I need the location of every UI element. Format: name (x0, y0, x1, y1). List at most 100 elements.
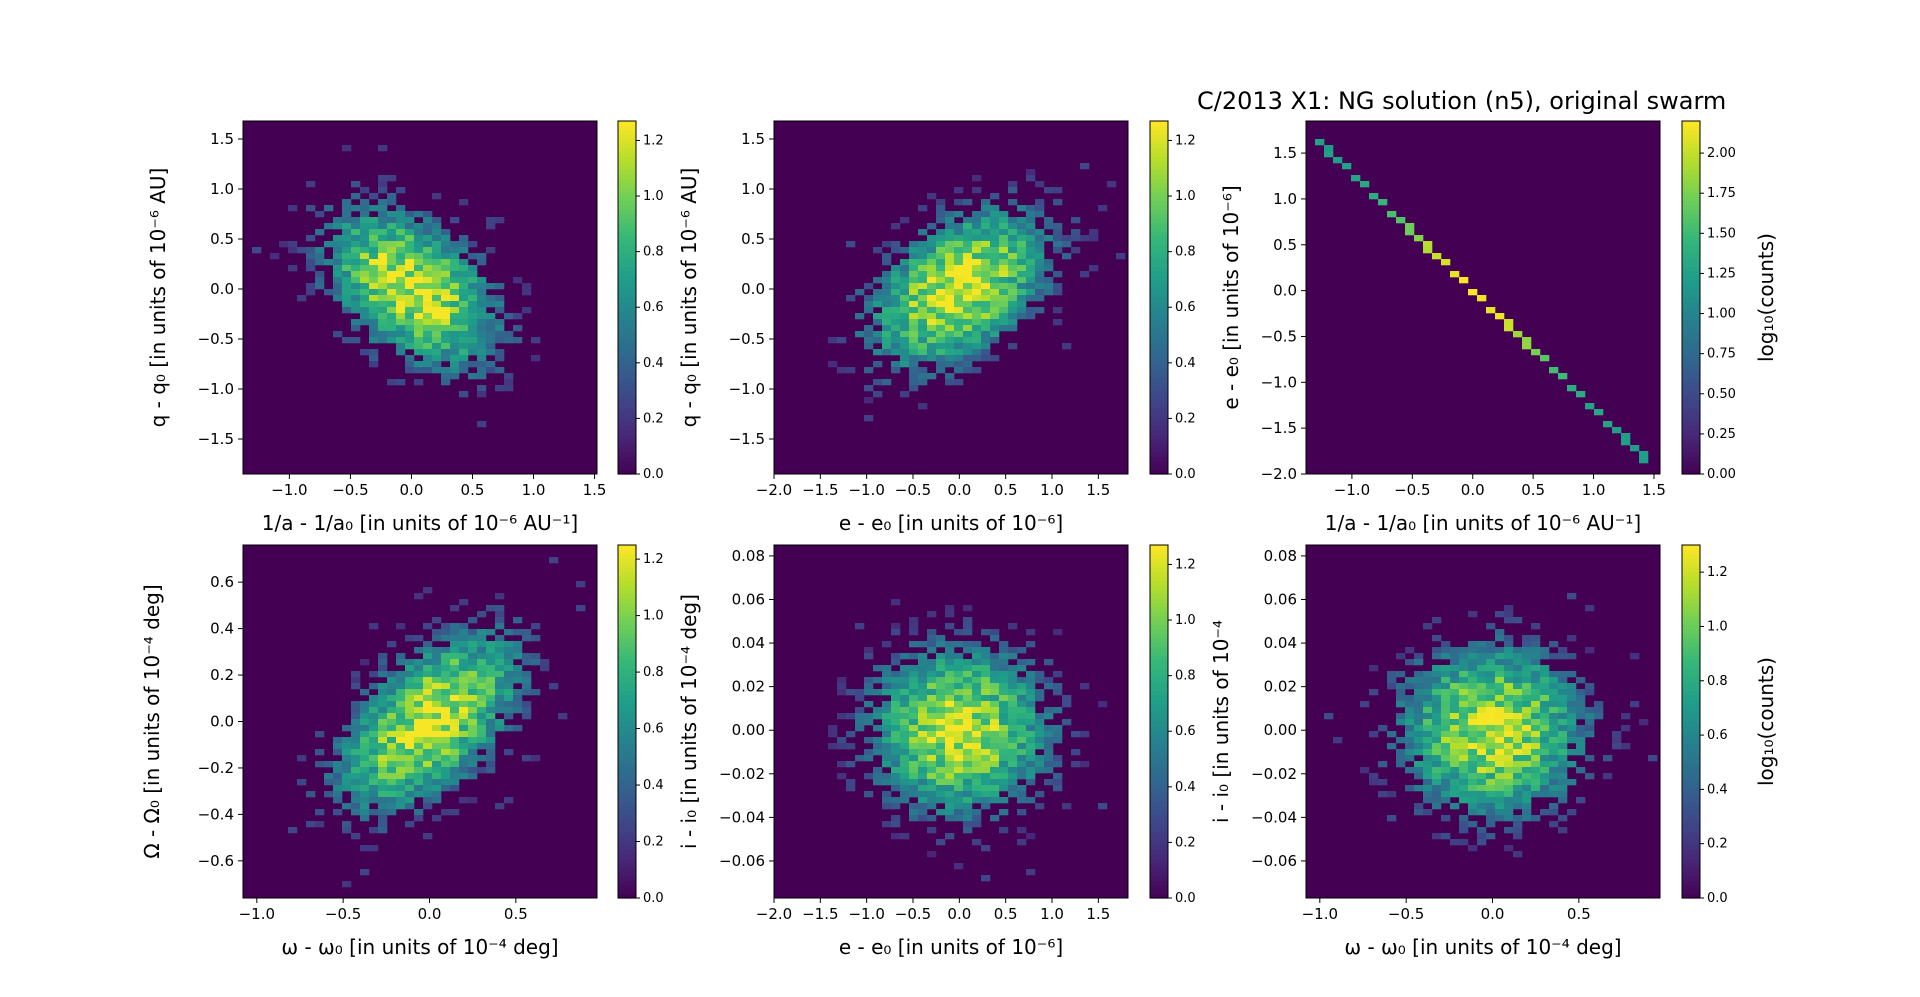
density-cell (927, 313, 937, 320)
density-cell (837, 713, 847, 720)
density-cell (927, 779, 937, 786)
colorbar-segment (1682, 606, 1700, 612)
density-cell (1441, 701, 1451, 708)
density-cell (990, 217, 1000, 224)
density-cell (405, 683, 415, 690)
density-cell (954, 653, 964, 660)
colorbar-segment (618, 191, 636, 197)
density-cell (1504, 785, 1514, 792)
density-cell (1477, 665, 1487, 672)
density-cell (873, 707, 883, 714)
density-cell (1017, 839, 1027, 846)
y-tick-label: −0.5 (729, 330, 765, 348)
density-cell (972, 319, 982, 326)
density-cell (369, 313, 379, 320)
density-cell (378, 217, 388, 224)
density-cell (981, 337, 991, 344)
colorbar-segment (618, 845, 636, 851)
colorbar-segment (1150, 730, 1168, 736)
density-cell (450, 373, 460, 380)
density-cell (1486, 767, 1496, 774)
colorbar-segment (1150, 363, 1168, 369)
density-cell (981, 629, 991, 636)
density-cell (1531, 743, 1541, 750)
density-cell (882, 337, 892, 344)
density-cell (459, 337, 469, 344)
density-cell (1414, 737, 1424, 744)
panel-bottom-middle: −2.0 −1.5 −1.0 −0.5 0.0 0.5 1.0 1.5−0.06−0.04−0… (677, 544, 1196, 959)
density-cell (513, 689, 523, 696)
density-cell (873, 725, 883, 732)
density-cell (1603, 755, 1613, 762)
density-cell (909, 623, 919, 630)
density-cell (837, 689, 847, 696)
density-cell (1522, 671, 1532, 678)
density-cell (990, 355, 1000, 362)
density-cell (954, 271, 964, 278)
density-cell (918, 319, 928, 326)
density-cell (414, 319, 424, 326)
colorbar-segment (1150, 434, 1168, 440)
density-cell (1053, 707, 1063, 714)
density-cell (1522, 343, 1532, 350)
density-cell (1459, 737, 1469, 744)
density-cell (1504, 701, 1514, 708)
colorbar-segment (1682, 469, 1700, 475)
density-cell (927, 761, 937, 768)
colorbar-segment (1682, 209, 1700, 215)
density-cell (1450, 725, 1460, 732)
colorbar-segment (1682, 681, 1700, 687)
density-cell (918, 707, 928, 714)
density-cell (1351, 175, 1361, 182)
density-cell (378, 337, 388, 344)
colorbar-segment (618, 465, 636, 471)
density-cell (936, 731, 946, 738)
density-cell (1017, 785, 1027, 792)
density-cell (405, 223, 415, 230)
density-cell (891, 761, 901, 768)
density-cell (864, 415, 874, 422)
density-cell (459, 325, 469, 332)
density-cell (900, 307, 910, 314)
colorbar-tick-label: 0.2 (643, 411, 664, 426)
density-cell (1017, 755, 1027, 762)
density-cell (909, 695, 919, 702)
density-cell (1486, 695, 1496, 702)
density-cell (459, 331, 469, 338)
density-cell (1504, 725, 1514, 732)
density-cell (864, 773, 874, 780)
density-cell (423, 247, 433, 254)
density-cell (1495, 737, 1505, 744)
density-cell (333, 761, 343, 768)
density-cell (1549, 695, 1559, 702)
density-cell (954, 629, 964, 636)
density-cell (1504, 605, 1514, 612)
density-cell (1639, 451, 1649, 458)
density-cell (999, 295, 1009, 302)
density-cell (405, 367, 415, 374)
density-cell (315, 277, 325, 284)
density-cell (549, 683, 559, 690)
density-cell (1468, 791, 1478, 798)
density-cell (378, 767, 388, 774)
density-cell (873, 665, 883, 672)
axes-frame (1305, 120, 1661, 475)
colorbar-segment (1150, 381, 1168, 387)
density-cell (1513, 665, 1523, 672)
density-cell (1044, 223, 1054, 230)
density-cell (927, 725, 937, 732)
density-cell (1504, 845, 1514, 852)
colorbar-segment (1682, 717, 1700, 723)
density-cell (1576, 695, 1586, 702)
density-cell (396, 337, 406, 344)
density-cell (333, 797, 343, 804)
density-cell (1008, 623, 1018, 630)
density-cell (963, 235, 973, 242)
density-cell (360, 241, 370, 248)
colorbar-segment (1682, 297, 1700, 303)
density-cell (1450, 665, 1460, 672)
density-cell (945, 653, 955, 660)
density-cell (459, 719, 469, 726)
density-cell (954, 379, 964, 386)
density-cell (306, 247, 316, 254)
